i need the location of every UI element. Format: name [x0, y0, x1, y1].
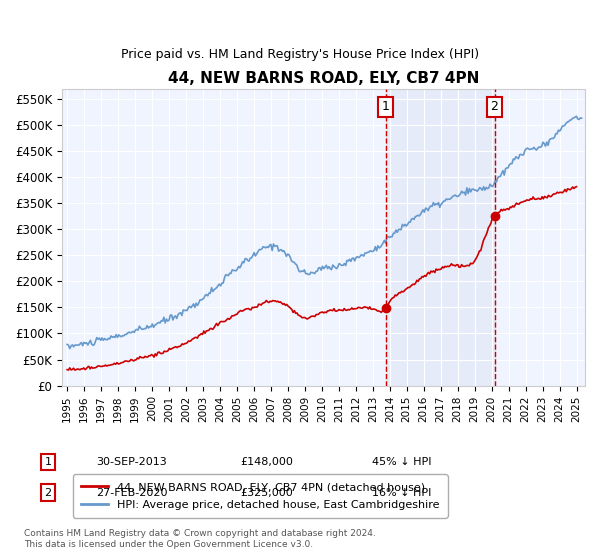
Text: £325,000: £325,000: [240, 488, 293, 498]
Text: £148,000: £148,000: [240, 457, 293, 467]
Text: 27-FEB-2020: 27-FEB-2020: [96, 488, 167, 498]
Legend: 44, NEW BARNS ROAD, ELY, CB7 4PN (detached house), HPI: Average price, detached : 44, NEW BARNS ROAD, ELY, CB7 4PN (detach…: [73, 474, 448, 517]
Text: 1: 1: [44, 457, 52, 467]
Text: 2: 2: [44, 488, 52, 498]
Text: Contains HM Land Registry data © Crown copyright and database right 2024.
This d: Contains HM Land Registry data © Crown c…: [24, 529, 376, 549]
Text: 16% ↓ HPI: 16% ↓ HPI: [372, 488, 431, 498]
Text: Price paid vs. HM Land Registry's House Price Index (HPI): Price paid vs. HM Land Registry's House …: [121, 48, 479, 60]
Text: 2: 2: [491, 100, 499, 113]
Text: 1: 1: [382, 100, 389, 113]
Title: 44, NEW BARNS ROAD, ELY, CB7 4PN: 44, NEW BARNS ROAD, ELY, CB7 4PN: [168, 71, 479, 86]
Bar: [386, 88, 494, 386]
Text: 30-SEP-2013: 30-SEP-2013: [96, 457, 167, 467]
Text: 45% ↓ HPI: 45% ↓ HPI: [372, 457, 431, 467]
